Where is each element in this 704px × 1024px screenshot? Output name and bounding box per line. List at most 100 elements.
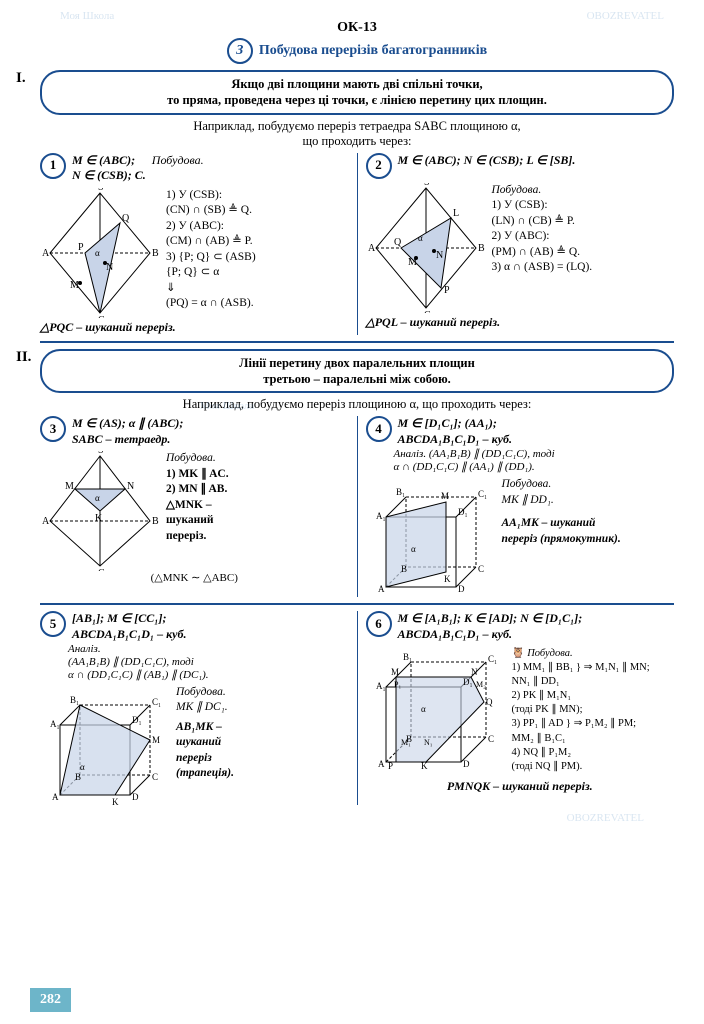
given-4: M ∈ [D₁C₁]; (AA₁); ABCDA₁B₁C₁D₁ – куб. [398, 416, 513, 447]
section-label: I. [16, 70, 26, 87]
svg-text:Q: Q [394, 237, 402, 248]
svg-text:N: N [106, 262, 113, 273]
svg-text:D₁: D₁ [463, 677, 473, 687]
svg-text:α: α [95, 493, 100, 503]
section-1: I. Якщо дві площини мають дві спільні то… [40, 70, 674, 115]
svg-text:S: S [424, 183, 430, 188]
result-2: △PQL – шуканий переріз. [366, 315, 675, 330]
svg-text:D: D [458, 584, 465, 594]
textbook-page: Моя Школа OBOZREVATEL ОК-13 З Побудова п… [0, 0, 704, 1024]
theorem-1: Якщо дві площини мають дві спільні точки… [40, 70, 674, 115]
given-6: M ∈ [A₁B₁]; K ∈ [AD]; N ∈ [D₁C₁]; ABCDA₁… [398, 611, 583, 642]
svg-text:A: A [52, 792, 59, 802]
svg-text:C: C [478, 564, 484, 574]
problems-row-3: 5 [AB₁]; M ∈ [CC₁]; ABCDA₁B₁C₁D₁ – куб. … [40, 611, 674, 804]
svg-text:A: A [368, 243, 376, 254]
svg-text:B₁: B₁ [403, 652, 412, 662]
svg-text:D₁: D₁ [132, 715, 142, 725]
svg-text:D: D [463, 759, 470, 769]
tetrahedron-diagram-1: SA BC QP α MN [40, 188, 160, 318]
svg-text:B₁: B₁ [396, 487, 405, 497]
svg-text:A: A [378, 759, 385, 769]
svg-text:S: S [98, 451, 104, 456]
svg-text:M: M [152, 735, 160, 745]
section-divider [40, 603, 674, 605]
svg-text:A₁: A₁ [50, 719, 60, 729]
steps-6: 🦉 Побудова. 1) MM₁ ∥ BB₁ } ⇒ M₁N₁ ∥ MN; … [512, 647, 650, 777]
problem-number: 4 [366, 416, 392, 442]
svg-text:K: K [421, 761, 428, 771]
svg-text:α: α [411, 544, 416, 554]
svg-text:N: N [127, 481, 134, 492]
svg-text:S: S [98, 188, 104, 193]
svg-text:B: B [75, 772, 81, 782]
title-row: З Побудова перерізів багатогранників [40, 38, 674, 64]
svg-text:C₁: C₁ [478, 489, 487, 499]
problem-3: 3 M ∈ (AS); α ∥ (ABC); SABC – тетраедр. … [40, 416, 349, 597]
svg-text:N: N [471, 667, 478, 677]
svg-text:α: α [421, 704, 426, 714]
svg-text:C: C [98, 315, 105, 318]
svg-text:M₂: M₂ [476, 680, 486, 689]
steps-2: Побудова. 1) У (CSB): (LN) ∩ (CB) ≜ P. 2… [492, 183, 593, 313]
problem-number: 2 [366, 153, 392, 179]
svg-text:B: B [478, 243, 485, 254]
steps-1: 1) У (CSB): (CN) ∩ (SB) ≜ Q. 2) У (ABC):… [166, 188, 256, 318]
steps-3: Побудова. 1) MK ∥ AC. 2) MN ∥ AB. △MNK –… [166, 451, 229, 571]
svg-text:M₁: M₁ [401, 738, 411, 747]
section-divider [40, 341, 674, 343]
svg-text:P₁: P₁ [394, 680, 401, 689]
svg-text:A₁: A₁ [376, 681, 386, 691]
intro-1: Наприклад, побудуємо переріз тетраедра S… [40, 119, 674, 149]
tetrahedron-diagram-2: SA BC LQ αP MN [366, 183, 486, 313]
problem-number: 1 [40, 153, 66, 179]
build-label: Побудова. [152, 153, 204, 169]
svg-text:K: K [444, 574, 451, 584]
section-badge: З [227, 38, 253, 64]
divider [357, 611, 358, 804]
problem-number: 5 [40, 611, 66, 637]
svg-text:P: P [444, 285, 450, 296]
cube-diagram-5: A₁B₁ C₁D₁ AB CD MK α [40, 685, 170, 805]
problem-number: 6 [366, 611, 392, 637]
given-1: M ∈ (ABC); N ∈ (CSB); C. [72, 153, 146, 184]
steps-5: Побудова. MK ∥ DC₁. AB₁MK – шуканий пере… [176, 685, 234, 805]
svg-text:Q: Q [486, 697, 493, 707]
theorem-2: Лінії перетину двох паралельних площин т… [40, 349, 674, 394]
problem-5: 5 [AB₁]; M ∈ [CC₁]; ABCDA₁B₁C₁D₁ – куб. … [40, 611, 349, 804]
svg-text:B: B [152, 248, 159, 259]
header-code: ОК-13 [40, 20, 674, 36]
problem-2: 2 M ∈ (ABC); N ∈ (CSB); L ∈ [SB]. SA BC … [366, 153, 675, 335]
svg-text:P: P [78, 242, 84, 253]
svg-text:M: M [441, 491, 449, 501]
given-2: M ∈ (ABC); N ∈ (CSB); L ∈ [SB]. [398, 153, 576, 169]
svg-text:α: α [80, 762, 85, 772]
svg-text:C: C [488, 734, 494, 744]
svg-text:C: C [424, 310, 431, 313]
svg-text:A: A [42, 248, 50, 259]
analysis-4: Аналіз. (AA₁B₁B) ∥ (DD₁C₁C), тоді α ∩ (D… [394, 447, 675, 473]
watermark: OBOZREVATEL [567, 812, 644, 824]
svg-text:B: B [401, 564, 407, 574]
problems-row-2: 3 M ∈ (AS); α ∥ (ABC); SABC – тетраедр. … [40, 416, 674, 597]
svg-text:α: α [418, 233, 423, 243]
problem-6: 6 M ∈ [A₁B₁]; K ∈ [AD]; N ∈ [D₁C₁]; ABCD… [366, 611, 675, 804]
given-5: [AB₁]; M ∈ [CC₁]; ABCDA₁B₁C₁D₁ – куб. [72, 611, 187, 642]
svg-text:Q: Q [122, 213, 130, 224]
cube-diagram-4: A₁B₁ C₁D₁ AB CD MK α [366, 477, 496, 597]
svg-text:D₁: D₁ [458, 507, 468, 517]
svg-text:M: M [70, 280, 79, 291]
svg-text:C₁: C₁ [488, 654, 497, 664]
tetrahedron-diagram-3: SA BC MN αK [40, 451, 160, 571]
divider [357, 153, 358, 335]
svg-text:B₁: B₁ [70, 695, 79, 705]
section-2: II. Лінії перетину двох паралельних площ… [40, 349, 674, 394]
owl-icon: 🦉 [512, 648, 525, 659]
svg-text:M: M [65, 481, 74, 492]
problems-row-1: 1 M ∈ (ABC); N ∈ (CSB); C. Побудова. SA … [40, 153, 674, 335]
given-3: M ∈ (AS); α ∥ (ABC); SABC – тетраедр. [72, 416, 183, 447]
note-3: (△MNK ∼ △ABC) [40, 571, 349, 584]
svg-text:B: B [152, 516, 159, 527]
svg-text:M: M [408, 257, 417, 268]
page-title: Побудова перерізів багатогранників [259, 43, 487, 59]
